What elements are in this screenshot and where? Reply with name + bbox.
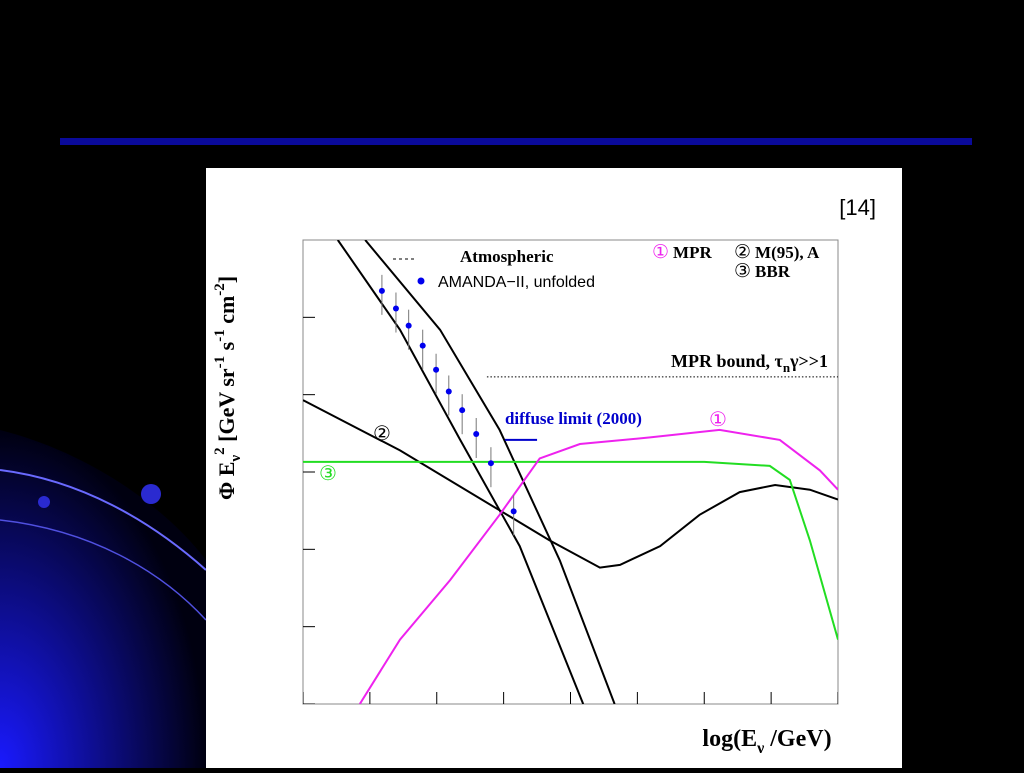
mpr-bound-part: n bbox=[783, 360, 791, 375]
legend-label: Atmospheric bbox=[460, 247, 554, 266]
model-key-name: M(95), A bbox=[755, 243, 820, 262]
plot: 234567891010-1010-910-810-710-610-5 bbox=[303, 240, 838, 704]
series-line bbox=[358, 428, 838, 704]
model-key-symbol: ② bbox=[734, 242, 751, 263]
mpr-bound-part: γ>>1 bbox=[789, 351, 828, 371]
amanda-point bbox=[392, 305, 399, 312]
series-line bbox=[336, 240, 585, 704]
curve-symbol: ① bbox=[709, 409, 727, 431]
diffuse-limit-label: diffuse limit (2000) bbox=[505, 409, 642, 428]
series-line bbox=[303, 399, 838, 569]
chart-panel bbox=[206, 168, 902, 768]
y-axis-label: Φ Eν2 [GeV sr-1 s-1 cm-2] bbox=[212, 276, 244, 500]
decor-dot bbox=[38, 496, 50, 508]
decor-curve bbox=[0, 469, 207, 571]
curve-symbol: ② bbox=[373, 423, 391, 445]
curve-symbol: ③ bbox=[319, 463, 337, 485]
series-line bbox=[364, 240, 616, 704]
model-key-name: BBR bbox=[755, 262, 791, 281]
series-line bbox=[303, 460, 838, 640]
amanda-point bbox=[445, 388, 452, 395]
amanda-point bbox=[405, 322, 412, 329]
mpr-bound-part: MPR bound, τ bbox=[671, 351, 784, 371]
amanda-point bbox=[487, 460, 494, 467]
decor-swoosh bbox=[0, 430, 206, 768]
amanda-point bbox=[473, 431, 480, 438]
model-key: ③ BBR bbox=[734, 261, 791, 282]
x-axis-label: log(Eν /GeV) bbox=[702, 726, 831, 757]
model-key-symbol: ③ bbox=[734, 261, 751, 282]
divider bbox=[60, 138, 972, 145]
mpr-bound-label: MPR bound, τnγ>>1 bbox=[671, 351, 828, 375]
legend-label: AMANDA−II, unfolded bbox=[438, 274, 595, 291]
model-key: ① MPR bbox=[652, 242, 712, 263]
decor-curve bbox=[0, 519, 207, 621]
amanda-point bbox=[378, 287, 385, 294]
amanda-point bbox=[419, 342, 426, 349]
amanda-point bbox=[459, 407, 466, 414]
reference: [14] bbox=[839, 195, 876, 220]
decor-dot bbox=[141, 484, 161, 504]
model-key: ② M(95), A bbox=[734, 242, 820, 263]
amanda-point bbox=[510, 508, 517, 515]
model-key-name: MPR bbox=[673, 243, 712, 262]
legend-swatch bbox=[417, 277, 425, 285]
amanda-point bbox=[433, 366, 440, 373]
model-key-symbol: ① bbox=[652, 242, 669, 263]
